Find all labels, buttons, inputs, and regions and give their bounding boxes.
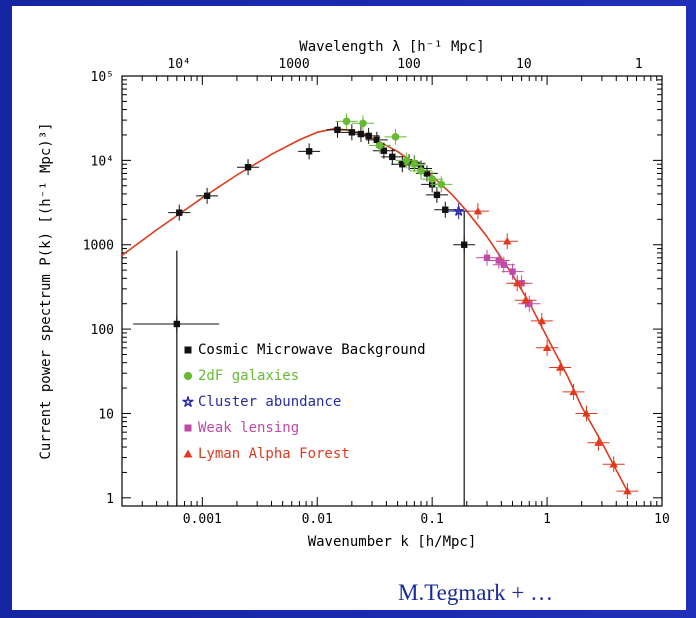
legend-label: Lyman Alpha Forest	[198, 446, 350, 462]
data-point	[513, 278, 522, 287]
legend-marker	[182, 396, 194, 408]
data-point	[342, 117, 351, 126]
data-point	[417, 167, 425, 175]
data-point	[582, 409, 591, 417]
data-point	[437, 180, 446, 189]
data-point	[391, 133, 400, 141]
x-tick-label: 1	[543, 512, 551, 527]
x-axis-title: Wavenumber k [h/Mpc]	[308, 534, 477, 550]
axis-labels: Wavenumber k [h/Mpc] Wavelength λ [h⁻¹ Mp…	[38, 39, 485, 550]
data-point	[334, 126, 341, 134]
data-point	[357, 130, 365, 138]
author-credit: M.Tegmark + …	[398, 580, 554, 605]
axes-frame	[121, 75, 663, 507]
data-point	[509, 268, 516, 275]
plot-frame	[121, 75, 663, 507]
legend-marker	[184, 346, 192, 354]
data-point	[176, 209, 183, 216]
data-point	[373, 136, 381, 144]
x2-tick-label: 100	[397, 57, 420, 72]
model-curve-layer	[121, 127, 629, 492]
data-point	[495, 257, 502, 264]
data-point	[500, 261, 507, 268]
axis-ticks: 0.001 0.01 0.1 1 10 10⁴ 1000 100 10 1 1 10 100 1000 10…	[83, 57, 670, 527]
data-point	[433, 191, 441, 199]
data-point	[503, 237, 512, 245]
data-point	[473, 206, 483, 215]
x-tick-label: 0.001	[183, 512, 222, 527]
y-tick-label: 10⁴	[91, 154, 114, 169]
data-point	[380, 147, 388, 154]
x2-tick-label: 10⁴	[167, 57, 190, 72]
data-point	[609, 460, 618, 468]
legend: Cosmic Microwave Background 2dF galaxies C…	[182, 342, 426, 462]
data-point	[365, 132, 372, 140]
legend-label: 2dF galaxies	[198, 368, 299, 384]
data-point	[305, 148, 313, 155]
legend-label: Cluster abundance	[198, 394, 341, 410]
data-point	[410, 160, 419, 169]
data-point	[483, 254, 491, 261]
data-point	[359, 119, 367, 128]
data-point	[594, 438, 603, 446]
x-tick-label: 0.01	[302, 512, 333, 527]
y-tick-label: 1	[106, 492, 114, 507]
data-point	[453, 205, 464, 216]
data-points-layer	[133, 113, 639, 506]
data-point	[526, 300, 533, 307]
data-point	[244, 163, 252, 171]
legend-label: Cosmic Microwave Background	[198, 342, 426, 358]
legend-marker	[184, 424, 192, 432]
data-point	[203, 192, 211, 200]
x2-tick-label: 1000	[278, 57, 309, 72]
x2-tick-label: 1	[635, 57, 643, 72]
data-point	[402, 156, 411, 165]
y-axis-title: Current power spectrum P(k) [(h⁻¹ Mpc)³]	[38, 122, 54, 459]
legend-marker	[183, 371, 193, 381]
legend-marker	[183, 449, 193, 458]
data-point	[521, 296, 530, 304]
data-point	[442, 206, 449, 213]
data-point	[542, 343, 552, 352]
y-tick-label: 10	[98, 407, 114, 422]
data-point	[623, 486, 632, 495]
data-point	[428, 175, 436, 183]
x-tick-label: 10	[654, 512, 670, 527]
data-point	[399, 161, 406, 168]
data-point	[555, 363, 565, 371]
data-point	[537, 316, 547, 325]
model-curve	[121, 127, 629, 492]
data-point	[375, 141, 384, 150]
y-tick-label: 100	[91, 323, 114, 338]
power-spectrum-chart: 0.001 0.01 0.1 1 10 10⁴ 1000 100 10 1 1 10 100 1000 10…	[38, 39, 670, 550]
y-tick-label: 10⁵	[91, 70, 114, 85]
x-tick-label: 0.1	[420, 512, 443, 527]
y-tick-label: 1000	[83, 239, 114, 254]
data-point	[423, 170, 431, 177]
data-point	[569, 387, 578, 396]
x2-tick-label: 10	[516, 57, 532, 72]
data-point	[389, 153, 396, 161]
legend-label: Weak lensing	[198, 420, 299, 436]
x2-axis-title: Wavelength λ [h⁻¹ Mpc]	[299, 39, 484, 55]
chart-panel: 0.001 0.01 0.1 1 10 10⁴ 1000 100 10 1 1 10 100 1000 10…	[12, 6, 686, 610]
data-point	[348, 129, 356, 136]
